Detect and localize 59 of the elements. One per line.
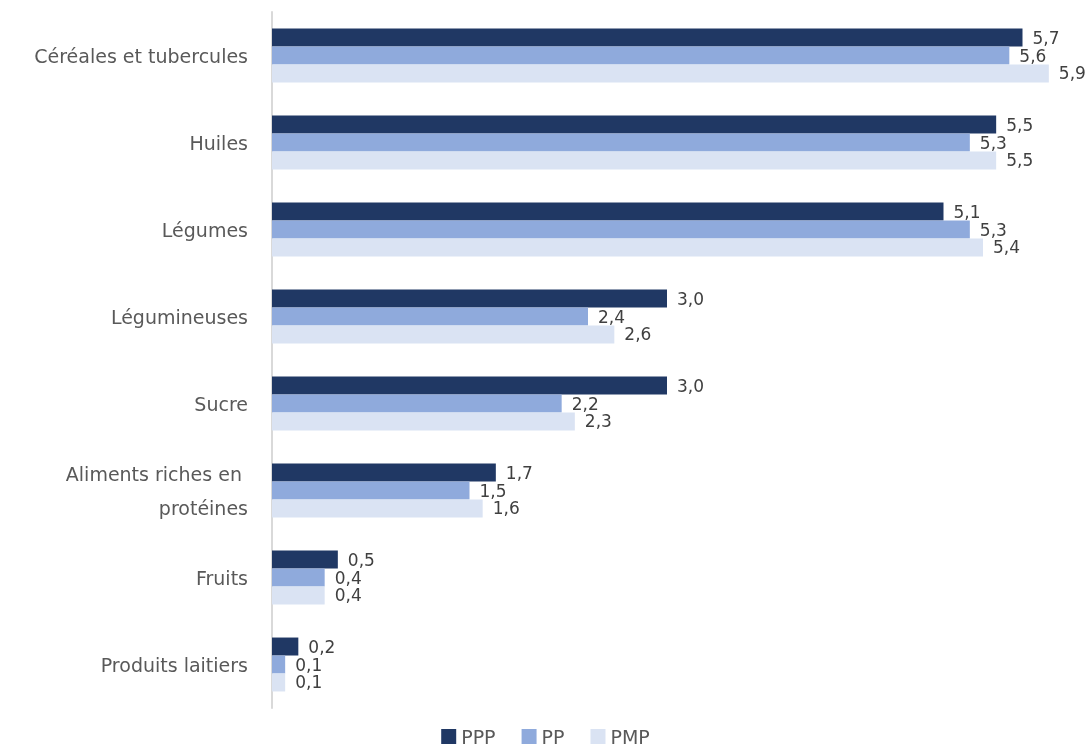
data-label: 0,4 xyxy=(334,567,362,588)
data-label: 1,7 xyxy=(505,462,533,483)
bar xyxy=(272,412,575,431)
data-label: 0,2 xyxy=(308,636,336,657)
data-label: 0,1 xyxy=(295,654,323,675)
y-tick-label: Fruits xyxy=(195,566,248,589)
data-label: 2,6 xyxy=(624,324,652,345)
bar xyxy=(272,202,944,221)
y-tick-label: Légumes xyxy=(161,218,248,241)
bar xyxy=(272,586,325,605)
data-label: 3,0 xyxy=(677,375,705,396)
bar xyxy=(272,673,286,692)
data-label: 2,2 xyxy=(571,393,599,414)
y-tick-label: Aliments riches en protéines xyxy=(65,462,248,519)
data-label: 5,3 xyxy=(979,219,1007,240)
bar xyxy=(272,46,1010,65)
data-label: 5,5 xyxy=(1006,114,1034,135)
bar xyxy=(272,115,997,134)
data-label: 2,4 xyxy=(598,306,626,327)
data-label: 5,5 xyxy=(1006,150,1034,171)
bar xyxy=(272,151,997,170)
bar xyxy=(272,307,588,326)
data-label: 0,5 xyxy=(347,549,375,570)
y-tick-label: Céréales et tubercules xyxy=(34,44,248,67)
data-label: 5,6 xyxy=(1019,45,1047,66)
data-label: 5,4 xyxy=(993,237,1021,258)
legend-label: PP xyxy=(541,725,565,748)
bar xyxy=(272,133,970,152)
data-label: 2,3 xyxy=(584,411,612,432)
bar xyxy=(272,64,1049,83)
bar xyxy=(272,220,970,239)
bar xyxy=(272,463,496,482)
legend-label: PMP xyxy=(610,725,650,748)
data-label: 5,1 xyxy=(953,201,981,222)
bar xyxy=(272,550,338,569)
y-tick-label: Huiles xyxy=(189,131,248,154)
data-label: 5,3 xyxy=(979,132,1007,153)
data-label: 0,1 xyxy=(295,672,323,693)
bar xyxy=(272,376,667,395)
bar xyxy=(272,637,299,656)
bar xyxy=(272,325,615,344)
legend-label: PPP xyxy=(461,725,496,748)
y-tick-label: Sucre xyxy=(194,392,248,415)
bar xyxy=(272,289,667,308)
data-label: 0,4 xyxy=(334,585,362,606)
bar xyxy=(272,655,286,674)
data-label: 1,6 xyxy=(492,498,520,519)
y-tick-label: Produits laitiers xyxy=(100,653,248,676)
data-label: 5,9 xyxy=(1058,63,1086,84)
bar xyxy=(272,481,470,500)
bar xyxy=(272,28,1023,47)
data-label: 3,0 xyxy=(677,288,705,309)
bar xyxy=(272,394,562,413)
bar xyxy=(272,238,983,257)
data-label: 5,7 xyxy=(1032,27,1060,48)
y-tick-label: Légumineuses xyxy=(110,305,248,328)
data-label: 1,5 xyxy=(479,480,507,501)
bar xyxy=(272,499,483,518)
bar xyxy=(272,568,325,587)
